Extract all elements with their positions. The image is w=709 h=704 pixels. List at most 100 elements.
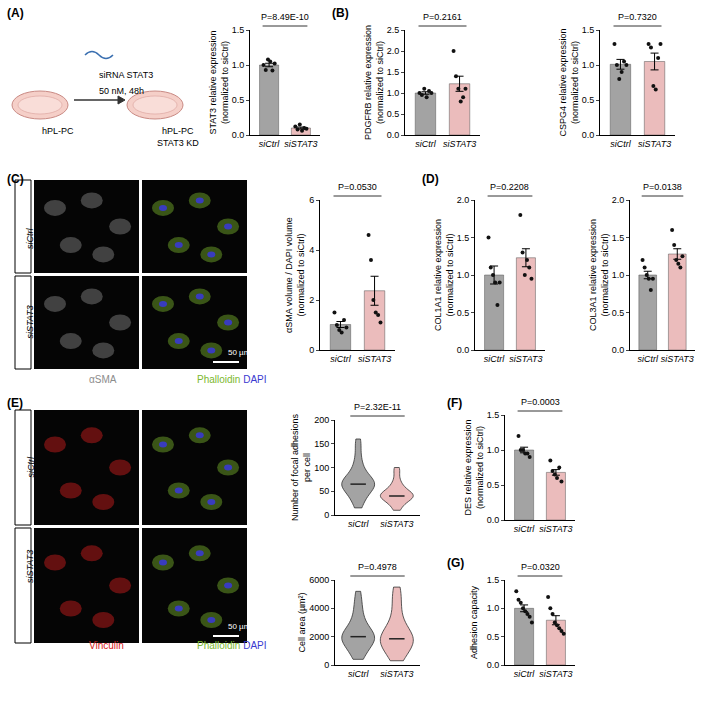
svg-text:siSTAT3: siSTAT3 xyxy=(539,524,572,534)
svg-text:siCtrl: siCtrl xyxy=(330,354,351,364)
svg-text:0.0: 0.0 xyxy=(387,130,400,140)
svg-text:P=2.32E-11: P=2.32E-11 xyxy=(354,402,401,412)
svg-text:1.0: 1.0 xyxy=(582,60,595,70)
svg-text:2000: 2000 xyxy=(309,632,329,642)
svg-text:1.5: 1.5 xyxy=(582,25,595,35)
svg-text:(E): (E) xyxy=(7,396,23,410)
svg-text:0.5: 0.5 xyxy=(232,95,245,105)
svg-text:1.5: 1.5 xyxy=(612,233,625,243)
svg-text:2.0: 2.0 xyxy=(457,195,470,205)
svg-text:0.5: 0.5 xyxy=(387,109,400,119)
svg-text:Cell area (µm²): Cell area (µm²) xyxy=(297,592,307,652)
svg-text:0.5: 0.5 xyxy=(487,632,500,642)
svg-text:0.0: 0.0 xyxy=(582,130,595,140)
svg-text:P=0.4978: P=0.4978 xyxy=(358,562,397,572)
svg-text:4: 4 xyxy=(309,245,314,255)
svg-text:50 nM, 48h: 50 nM, 48h xyxy=(99,86,144,96)
svg-text:1.0: 1.0 xyxy=(612,270,625,280)
svg-text:siCtrl: siCtrl xyxy=(415,139,436,149)
svg-text:siCtrl: siCtrl xyxy=(259,139,280,149)
svg-text:siCtrl: siCtrl xyxy=(514,669,535,679)
svg-text:COL1A1 relative expression(nor: COL1A1 relative expression(normalized to… xyxy=(433,219,455,331)
svg-text:1.5: 1.5 xyxy=(487,410,500,420)
svg-text:Phalloidin DAPI: Phalloidin DAPI xyxy=(197,640,267,651)
svg-text:200: 200 xyxy=(314,415,329,425)
svg-text:(A): (A) xyxy=(7,6,24,20)
svg-text:(C): (C) xyxy=(7,172,24,186)
svg-text:0.0: 0.0 xyxy=(457,345,470,355)
svg-text:siRNA STAT3: siRNA STAT3 xyxy=(99,70,153,80)
svg-text:siCtrl: siCtrl xyxy=(610,139,631,149)
svg-text:1.5: 1.5 xyxy=(487,575,500,585)
svg-text:2.0: 2.0 xyxy=(612,195,625,205)
svg-text:50: 50 xyxy=(319,486,329,496)
svg-text:50 µm: 50 µm xyxy=(228,622,251,631)
svg-text:2.5: 2.5 xyxy=(387,25,400,35)
svg-text:1.5: 1.5 xyxy=(232,25,245,35)
svg-text:Number of focal adhesionsper c: Number of focal adhesionsper cell xyxy=(290,413,312,521)
svg-text:siCtrl: siCtrl xyxy=(348,669,369,679)
svg-text:6: 6 xyxy=(309,195,314,205)
svg-text:P=0.7320: P=0.7320 xyxy=(618,12,657,22)
svg-text:siCtrl: siCtrl xyxy=(484,354,505,364)
svg-text:siSTAT3: siSTAT3 xyxy=(284,139,317,149)
svg-text:CSPG4 relative expression(norm: CSPG4 relative expression(normalized to … xyxy=(558,28,580,136)
svg-text:1.0: 1.0 xyxy=(387,88,400,98)
svg-text:1.0: 1.0 xyxy=(232,60,245,70)
svg-text:2: 2 xyxy=(309,295,314,305)
svg-text:100: 100 xyxy=(314,463,329,473)
svg-text:siSTAT3: siSTAT3 xyxy=(25,305,35,338)
svg-text:0.0: 0.0 xyxy=(487,515,500,525)
svg-text:P=0.0530: P=0.0530 xyxy=(338,182,377,192)
svg-text:siCtrl: siCtrl xyxy=(637,354,658,364)
svg-text:6000: 6000 xyxy=(309,575,329,585)
svg-text:0: 0 xyxy=(309,345,314,355)
svg-text:0.5: 0.5 xyxy=(612,308,625,318)
svg-text:siCtrl: siCtrl xyxy=(26,456,36,477)
svg-text:2.0: 2.0 xyxy=(387,46,400,56)
svg-text:1.0: 1.0 xyxy=(487,445,500,455)
svg-text:0.0: 0.0 xyxy=(487,660,500,670)
svg-text:Vinculin: Vinculin xyxy=(89,640,124,651)
svg-text:(F): (F) xyxy=(447,396,462,410)
svg-text:50 µm: 50 µm xyxy=(228,348,251,357)
svg-text:siSTAT3: siSTAT3 xyxy=(638,139,671,149)
svg-text:1.5: 1.5 xyxy=(387,67,400,77)
svg-text:P=0.0138: P=0.0138 xyxy=(643,182,682,192)
svg-text:P=8.49E-10: P=8.49E-10 xyxy=(261,12,309,22)
svg-text:150: 150 xyxy=(314,439,329,449)
svg-text:PDGFRB relative expression(nor: PDGFRB relative expression(normalized to… xyxy=(363,25,385,140)
svg-text:siSTAT3: siSTAT3 xyxy=(380,669,413,679)
svg-text:P=0.2208: P=0.2208 xyxy=(490,182,529,192)
svg-text:(D): (D) xyxy=(422,172,439,186)
svg-text:1.5: 1.5 xyxy=(457,233,470,243)
svg-text:siSTAT3: siSTAT3 xyxy=(661,354,694,364)
svg-text:0: 0 xyxy=(324,510,329,520)
svg-text:0: 0 xyxy=(324,660,329,670)
svg-text:0.5: 0.5 xyxy=(582,95,595,105)
svg-text:siSTAT3: siSTAT3 xyxy=(25,550,35,583)
svg-text:siSTAT3: siSTAT3 xyxy=(509,354,542,364)
svg-text:siSTAT3: siSTAT3 xyxy=(358,354,391,364)
svg-text:(B): (B) xyxy=(332,6,349,20)
svg-text:(G): (G) xyxy=(447,556,464,570)
svg-text:1.0: 1.0 xyxy=(487,603,500,613)
svg-text:1.0: 1.0 xyxy=(457,270,470,280)
svg-text:0.5: 0.5 xyxy=(487,480,500,490)
svg-text:αSMA volume / DAPI volume(norm: αSMA volume / DAPI volume(normalized to … xyxy=(284,217,306,333)
svg-text:0.0: 0.0 xyxy=(232,130,245,140)
svg-text:siCtrl: siCtrl xyxy=(25,228,35,249)
svg-text:siCtrl: siCtrl xyxy=(348,519,369,529)
svg-text:hPL-PCSTAT3 KD: hPL-PCSTAT3 KD xyxy=(157,126,199,148)
svg-text:COL3A1 relative expression(nor: COL3A1 relative expression(normalized to… xyxy=(588,219,610,331)
svg-text:0.0: 0.0 xyxy=(612,345,625,355)
svg-text:siSTAT3: siSTAT3 xyxy=(539,669,572,679)
svg-text:αSMA: αSMA xyxy=(89,374,117,385)
svg-text:STAT3 relative expression(norm: STAT3 relative expression(normalized to … xyxy=(208,30,230,134)
svg-text:DES relative expression(normal: DES relative expression(normalized to si… xyxy=(463,419,485,515)
svg-text:Adhesion capacity: Adhesion capacity xyxy=(469,585,479,659)
svg-text:4000: 4000 xyxy=(309,603,329,613)
svg-text:P=0.2161: P=0.2161 xyxy=(423,12,462,22)
svg-text:0.5: 0.5 xyxy=(457,308,470,318)
svg-text:P=0.0320: P=0.0320 xyxy=(521,562,560,572)
